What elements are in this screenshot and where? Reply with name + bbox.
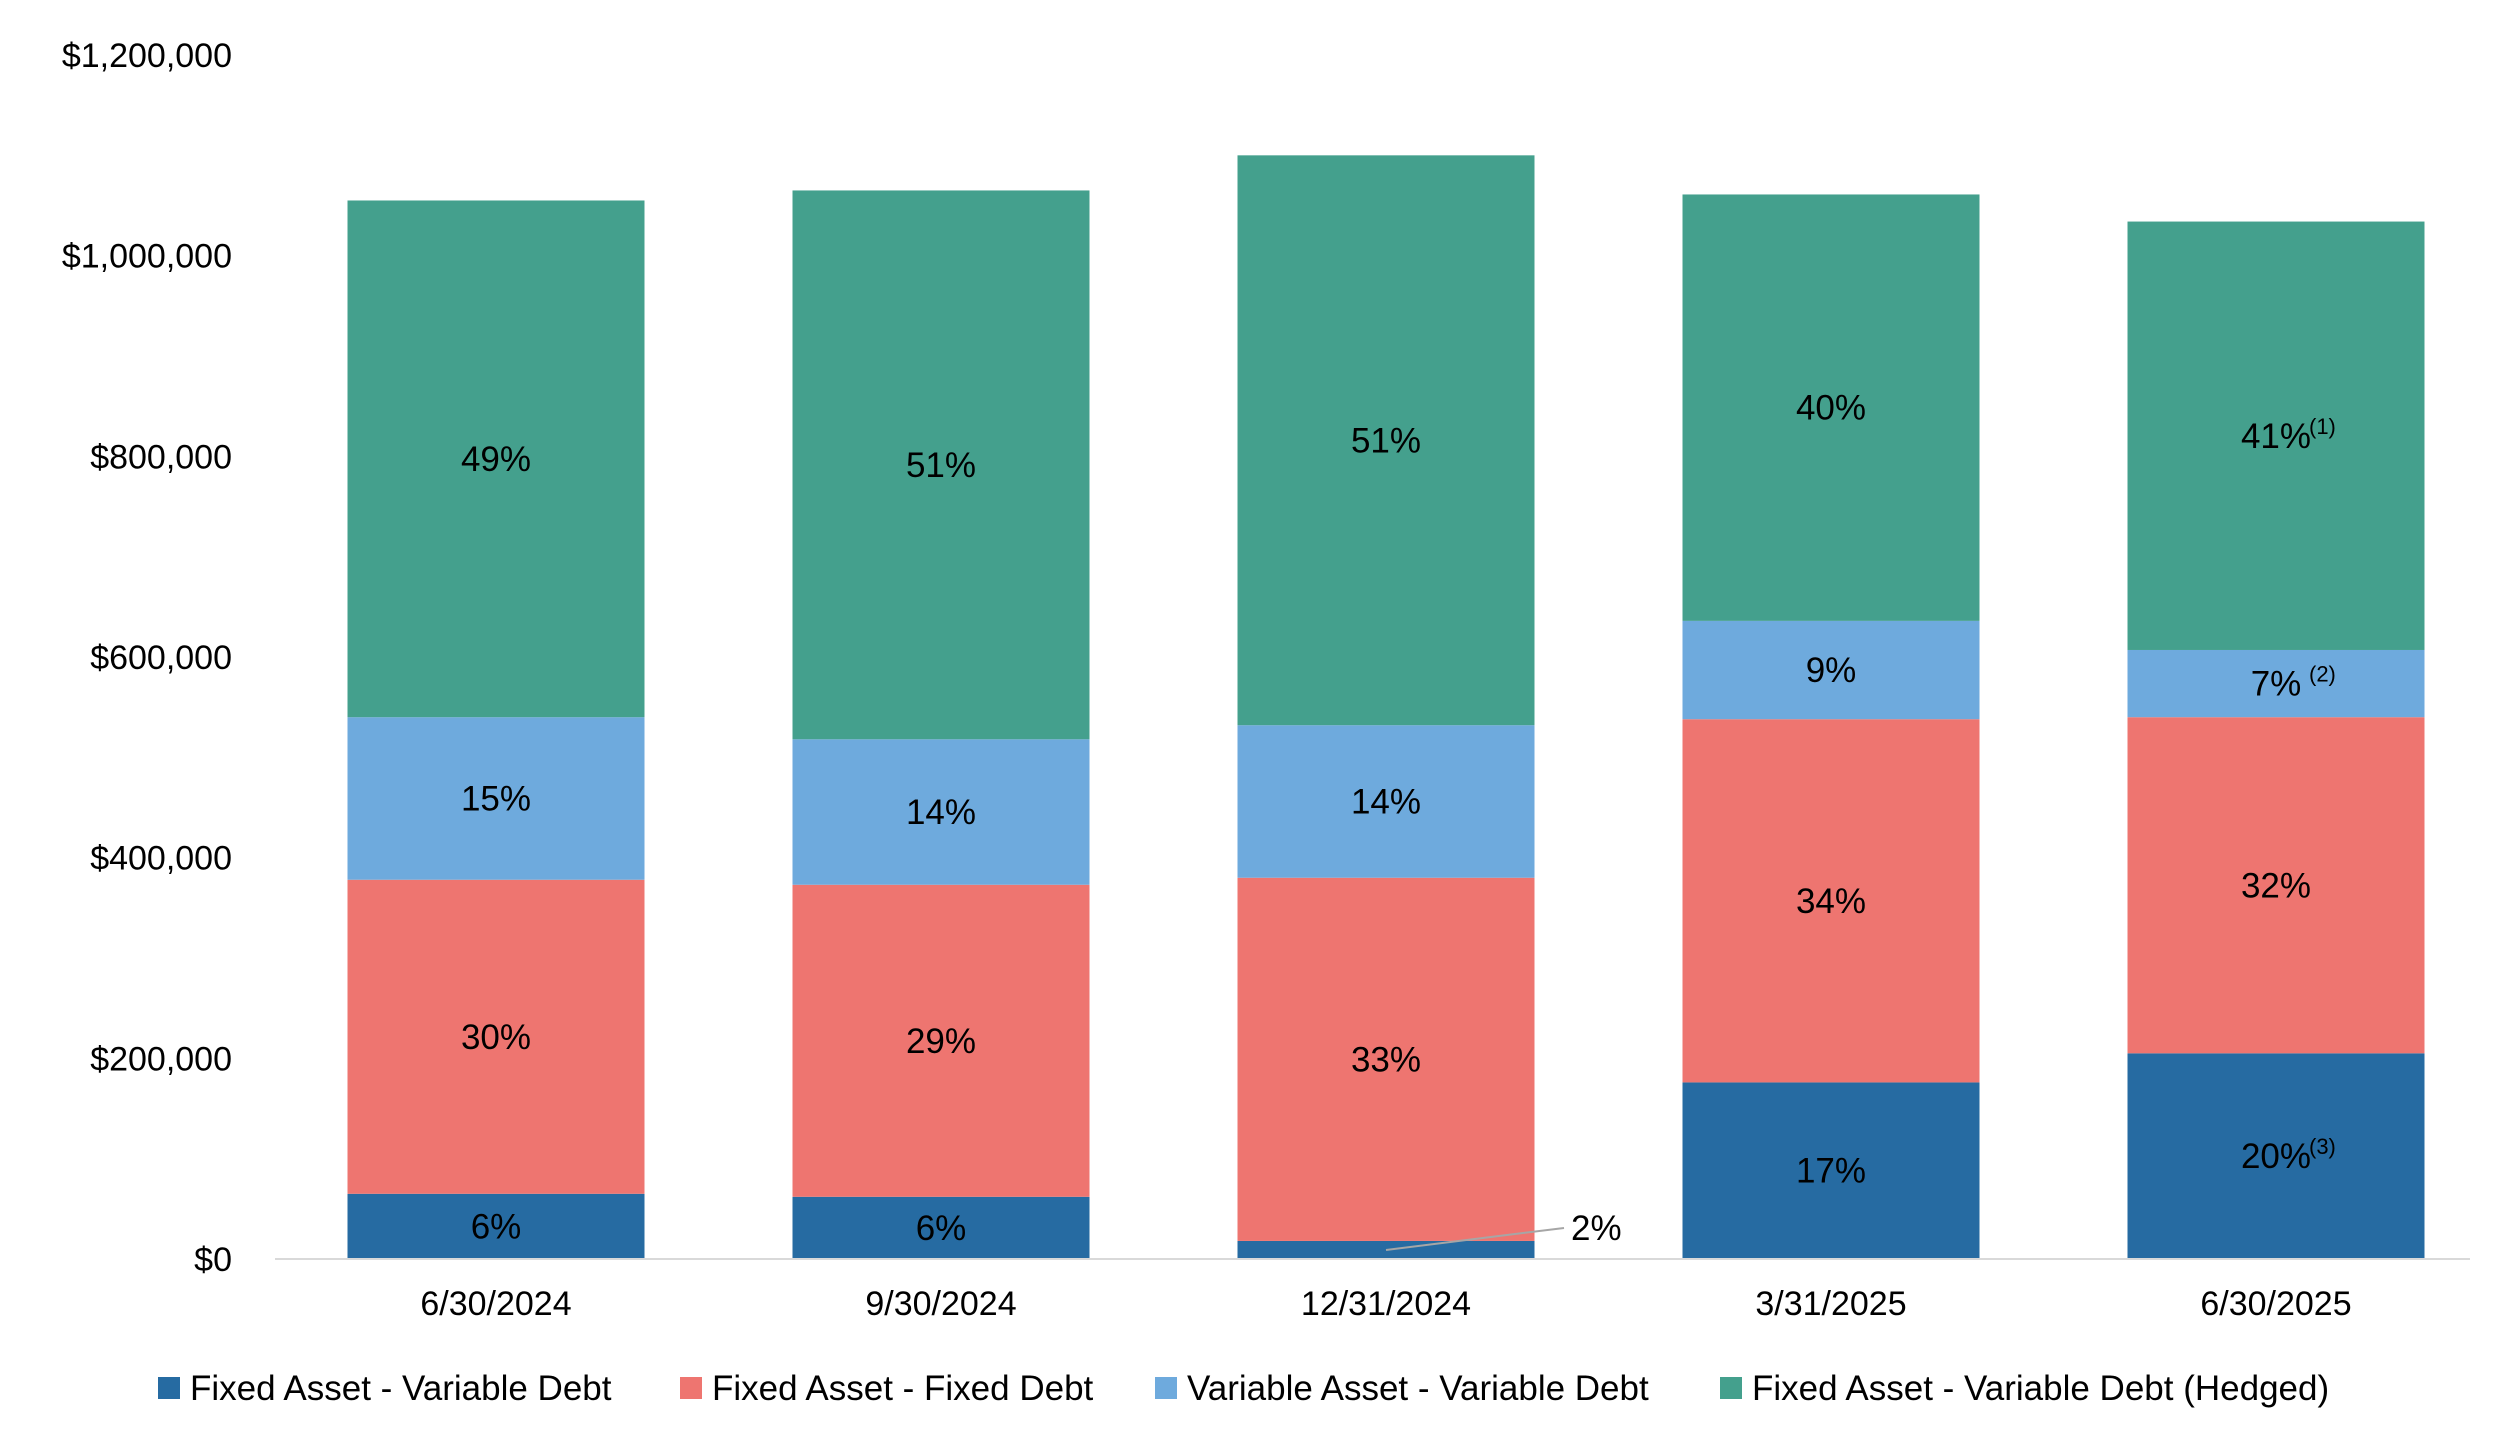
bar-segment [347, 200, 645, 718]
legend: Fixed Asset - Variable Debt Fixed Asset -… [158, 1369, 2329, 1408]
x-tick-label: 9/30/2024 [865, 1285, 1016, 1323]
data-label: 33% [1351, 1040, 1421, 1079]
y-axis: $0 $200,000 $400,000 $600,000 $800,000 $1,000… [62, 37, 232, 1279]
bar-segment [792, 739, 1090, 885]
bar-segment [1682, 719, 1980, 1083]
bar-segment [792, 1196, 1090, 1259]
data-label: 2% [1571, 1209, 1622, 1248]
bars [347, 155, 2425, 1259]
data-label: 49% [461, 440, 531, 479]
data-label: 20% [2241, 1137, 2311, 1176]
bar-segment [2127, 717, 2425, 1054]
data-label: 6% [916, 1209, 967, 1248]
legend-entry: Fixed Asset - Variable Debt (Hedged) [1752, 1369, 2329, 1408]
legend-entry: Fixed Asset - Fixed Debt [712, 1369, 1094, 1408]
x-tick-label: 6/30/2024 [420, 1285, 571, 1323]
data-label: 32% [2241, 866, 2311, 905]
callout-leader-line [1385, 1226, 1565, 1251]
footnote-marker: (3) [2309, 1134, 2336, 1159]
legend-entry: Variable Asset - Variable Debt [1187, 1369, 1649, 1408]
data-label: 34% [1796, 882, 1866, 921]
bar-segment [1682, 194, 1980, 621]
bar-segment [792, 884, 1090, 1197]
x-tick-label: 12/31/2024 [1301, 1285, 1471, 1323]
bar-segment [1682, 1082, 1980, 1259]
bar-segment [1237, 725, 1535, 878]
x-tick-label: 6/30/2025 [2200, 1285, 2351, 1323]
bar-segment [2127, 221, 2425, 650]
footnote-marker: (1) [2309, 414, 2336, 439]
y-tick-label: $1,200,000 [62, 37, 232, 75]
bar-segment [2127, 1053, 2425, 1259]
footnote-marker: (2) [2309, 662, 2336, 687]
legend-swatch [1720, 1377, 1742, 1399]
y-tick-label: $600,000 [90, 639, 232, 677]
bar-segment [1237, 877, 1535, 1241]
y-tick-label: $400,000 [90, 840, 232, 878]
y-tick-label: $1,000,000 [62, 238, 232, 276]
x-axis: 6/30/2024 9/30/2024 12/31/2024 3/31/2025 6/3… [420, 1285, 2351, 1323]
data-label: 7% [2251, 665, 2302, 704]
bar-segment [347, 1193, 645, 1259]
legend-swatch [158, 1377, 180, 1399]
bar-segment [347, 717, 645, 880]
data-label: 40% [1796, 389, 1866, 428]
legend-swatch [680, 1377, 702, 1399]
legend-swatch [1155, 1377, 1177, 1399]
data-label: 9% [1806, 651, 1857, 690]
data-label: 29% [906, 1022, 976, 1061]
data-label: 15% [461, 779, 531, 818]
data-label: 14% [906, 793, 976, 832]
y-tick-label: $800,000 [90, 438, 232, 476]
data-label: 51% [1351, 421, 1421, 460]
y-tick-label: $200,000 [90, 1040, 232, 1078]
data-label: 30% [461, 1018, 531, 1057]
data-label: 14% [1351, 782, 1421, 821]
data-label: 51% [906, 446, 976, 485]
x-tick-label: 3/31/2025 [1755, 1285, 1906, 1323]
bar-segment [1237, 155, 1535, 726]
data-label: 6% [471, 1207, 522, 1246]
bar-segment [347, 879, 645, 1194]
y-tick-label: $0 [194, 1241, 232, 1279]
data-label: 17% [1796, 1152, 1866, 1191]
bar-segment [2127, 649, 2425, 718]
bar-segment [792, 190, 1090, 740]
bar-segment [1682, 620, 1980, 720]
legend-entry: Fixed Asset - Variable Debt [190, 1369, 612, 1408]
data-labels: 6% 30% 15% 49% 6% 29% 14% 51% 2% 33% 14% 51% 17% 34% 9… [461, 389, 2336, 1251]
data-label: 41% [2241, 417, 2311, 456]
